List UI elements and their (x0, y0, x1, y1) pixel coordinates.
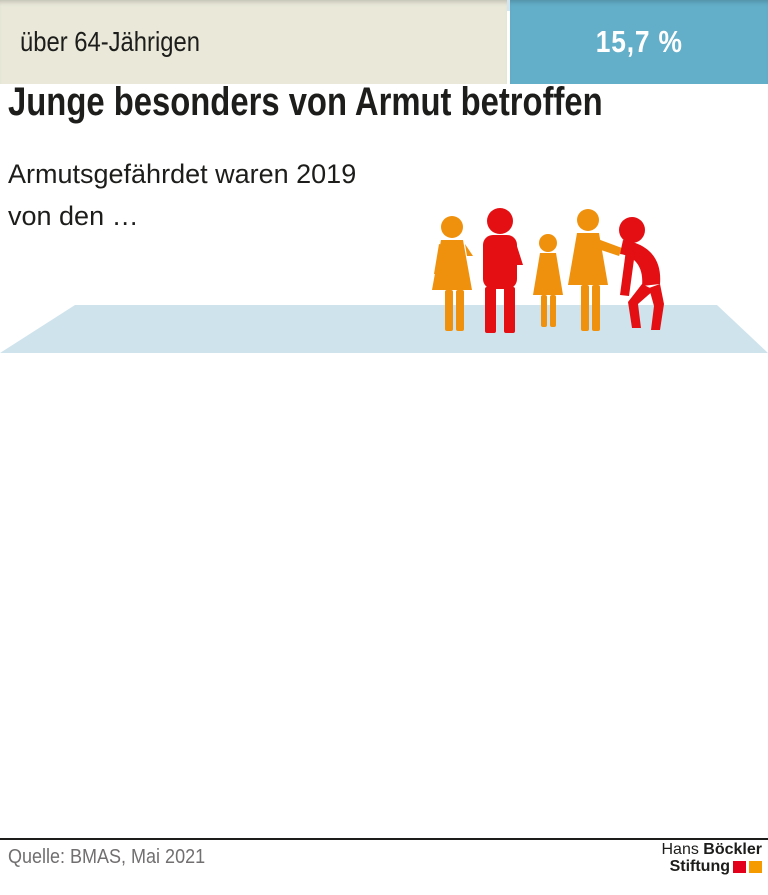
family-pictogram (432, 208, 664, 333)
logo-orange-mark-icon (749, 860, 762, 873)
hans-boeckler-stiftung-logo: Hans Böckler Stiftung (661, 841, 762, 875)
age-group-label-cell: über 64-Jährigen (0, 0, 507, 84)
table-row: über 64-Jährigen 15,7 % (0, 0, 768, 84)
logo-text-stiftung: Stiftung (669, 858, 730, 875)
subtitle-line-1: Armutsgefährdet waren 2019 (8, 159, 357, 189)
logo-red-mark-icon (733, 860, 746, 873)
platform-shape (0, 305, 768, 353)
girl-icon (533, 234, 563, 327)
logo-line-1: Hans Böckler (661, 841, 762, 858)
percentage-value: 15,7 % (595, 24, 683, 59)
woman-icon (568, 209, 622, 331)
source-note: Quelle: BMAS, Mai 2021 (8, 846, 206, 868)
logo-text-boeckler: Böckler (703, 841, 762, 858)
subtitle-line-2: von den … (8, 201, 139, 231)
footer-divider (0, 838, 768, 840)
page-title: Junge besonders von Armut betroffen (8, 80, 603, 124)
logo-line-2: Stiftung (661, 858, 762, 875)
percentage-cell: 15,7 % (510, 0, 768, 84)
woman-icon (432, 216, 473, 331)
age-group-label: über 64-Jährigen (20, 26, 200, 57)
logo-text-hans: Hans (661, 841, 699, 858)
elderly-man-icon (619, 217, 664, 330)
man-icon (483, 208, 523, 333)
subtitle: Armutsgefährdet waren 2019 von den … (8, 153, 356, 237)
